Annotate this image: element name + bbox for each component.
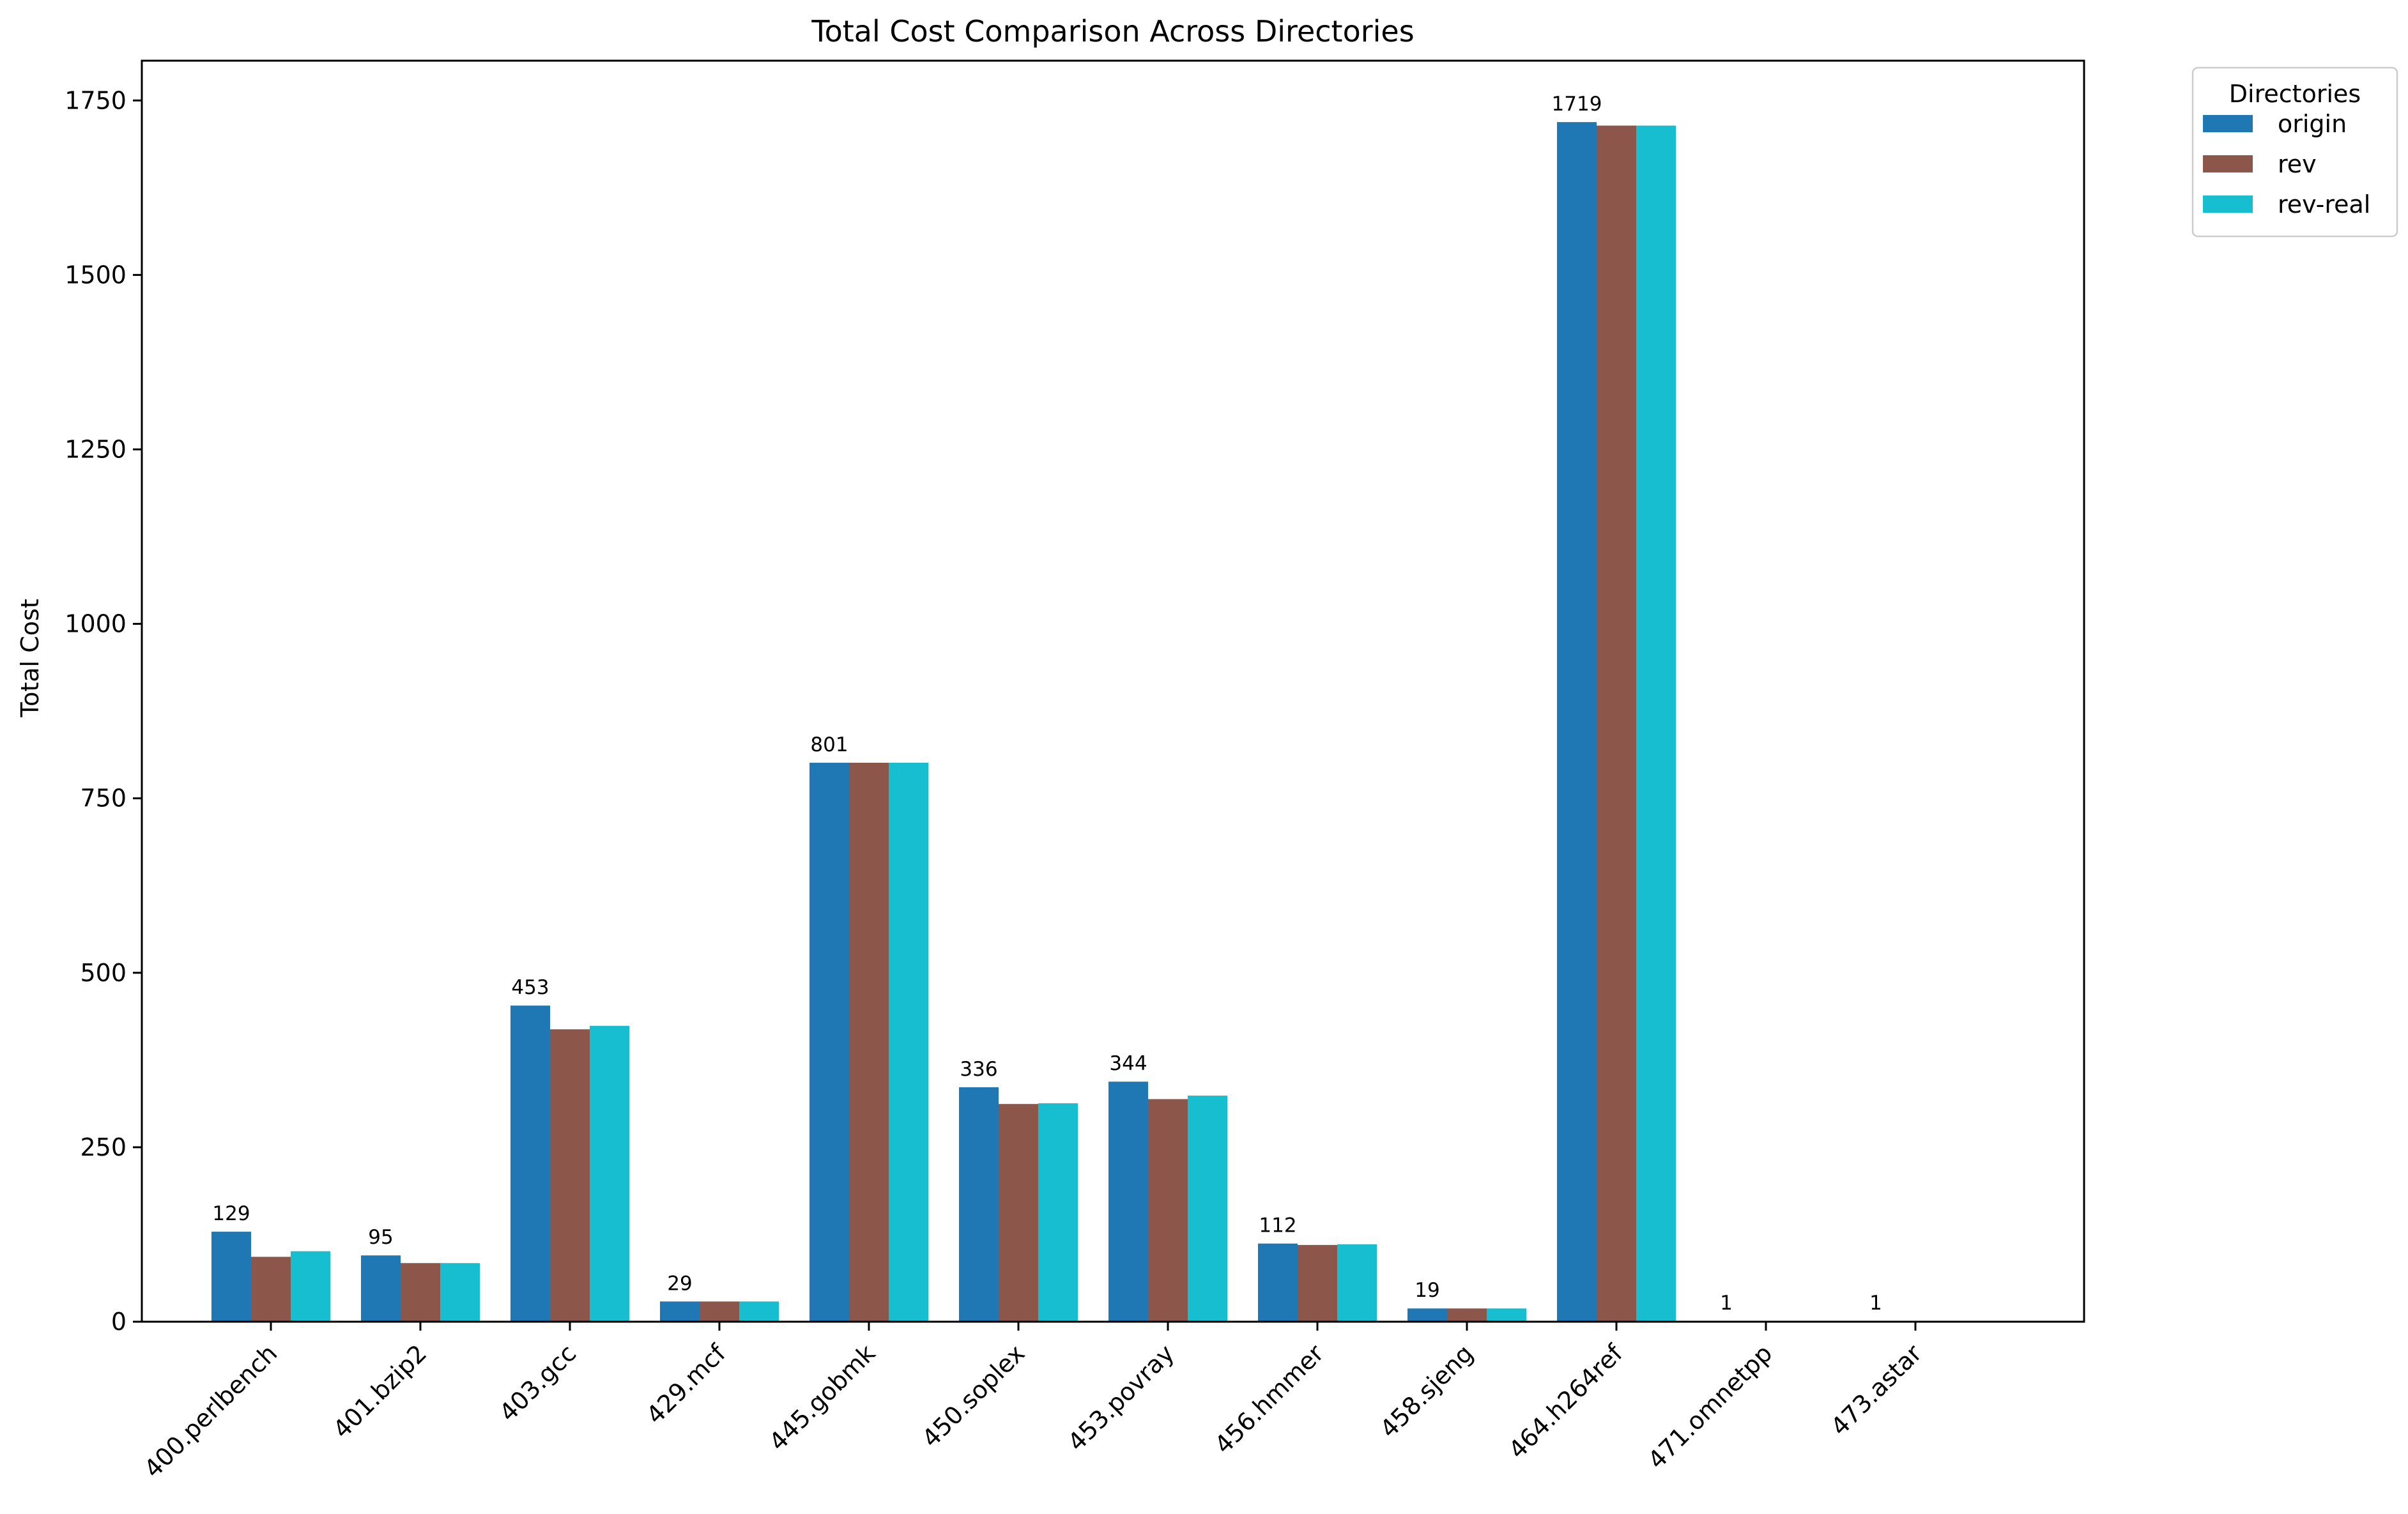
y-tick-label: 500	[80, 959, 127, 987]
x-tick-label: 473.astar	[1825, 1339, 1928, 1441]
bar-rev-real	[889, 762, 928, 1322]
legend-label-rev: rev	[2278, 150, 2317, 178]
x-tick-label: 445.gobmk	[763, 1339, 880, 1456]
legend-box	[2191, 66, 2398, 238]
bar-rev	[251, 1257, 291, 1322]
data-label: 453	[511, 976, 549, 999]
y-tick-label: 0	[111, 1308, 127, 1336]
bar-rev-real	[739, 1301, 779, 1322]
legend-label-origin: origin	[2278, 110, 2347, 138]
bar-rev	[700, 1301, 739, 1322]
data-label: 1	[1720, 1292, 1733, 1315]
data-label: 1719	[1552, 93, 1602, 116]
y-axis-ticks: 0 250 500 750 1000 1250 1500 1750	[65, 86, 142, 1336]
bar-rev-real	[1188, 1096, 1227, 1322]
plot-frame	[141, 59, 2085, 1323]
x-tick-label: 471.omnetpp	[1643, 1339, 1778, 1474]
y-tick-label: 1500	[65, 261, 127, 289]
data-label: 112	[1259, 1214, 1296, 1237]
data-labels: 129 95 453 29 801 336 344 112 19 1719 1 1	[212, 93, 1882, 1315]
bar-origin	[1108, 1082, 1148, 1322]
y-tick-label: 250	[80, 1133, 127, 1161]
legend: Directories origin rev rev-real	[2191, 66, 2398, 238]
data-label: 1	[1869, 1292, 1882, 1315]
bar-rev-real	[590, 1025, 629, 1322]
data-label: 29	[667, 1272, 692, 1295]
bar-rev	[1597, 125, 1636, 1322]
bar-rev	[999, 1104, 1038, 1322]
bar-rev-real	[291, 1251, 330, 1322]
legend-swatch-origin	[2203, 115, 2253, 132]
y-tick-label: 1750	[65, 86, 127, 114]
x-tick-label: 453.povray	[1062, 1339, 1180, 1457]
bar-rev	[550, 1029, 590, 1322]
bar-rev	[1148, 1099, 1188, 1322]
x-tick-label: 464.h264ref	[1503, 1338, 1629, 1464]
chart-title: Total Cost Comparison Across Directories	[811, 14, 1414, 49]
y-tick-label: 750	[80, 784, 127, 813]
bar-rev-real	[1337, 1244, 1377, 1322]
x-tick-label: 401.bzip2	[328, 1339, 433, 1444]
data-label: 19	[1415, 1279, 1439, 1302]
bar-origin	[959, 1087, 999, 1322]
data-label: 336	[960, 1058, 997, 1081]
bar-origin	[361, 1255, 401, 1322]
y-axis-label: Total Cost	[16, 599, 44, 717]
data-label: 344	[1109, 1052, 1147, 1075]
legend-label-rev-real: rev-real	[2278, 190, 2370, 218]
x-tick-label: 458.sjeng	[1374, 1339, 1478, 1443]
bar-rev-real	[1038, 1103, 1078, 1322]
bar-origin	[1557, 122, 1597, 1322]
bar-origin	[1258, 1243, 1298, 1322]
bar-origin	[660, 1301, 700, 1322]
bar-origin	[1407, 1308, 1447, 1322]
bar-rev-real	[1487, 1308, 1526, 1322]
bar-rev	[1298, 1244, 1337, 1322]
bar-rev	[401, 1263, 440, 1322]
x-axis-ticks: 400.perlbench 401.bzip2 403.gcc 429.mcf 445.…	[139, 1322, 1928, 1483]
bar-origin	[510, 1006, 550, 1322]
x-tick-label: 450.soplex	[916, 1339, 1030, 1453]
data-label: 129	[212, 1202, 250, 1225]
x-tick-label: 400.perlbench	[139, 1339, 282, 1483]
y-tick-label: 1250	[65, 435, 127, 463]
bar-rev	[849, 762, 889, 1322]
legend-swatch-rev	[2203, 155, 2253, 172]
bar-origin	[211, 1232, 251, 1322]
legend-title: Directories	[2229, 80, 2361, 108]
bar-rev-real	[440, 1263, 480, 1322]
bar-origin	[809, 762, 849, 1322]
legend-swatch-rev-real	[2203, 195, 2253, 213]
data-label: 801	[810, 733, 848, 756]
bars	[211, 122, 1975, 1322]
bar-rev	[1447, 1308, 1487, 1322]
y-tick-label: 1000	[65, 610, 127, 638]
bar-rev-real	[1636, 125, 1676, 1322]
data-label: 95	[368, 1226, 393, 1249]
x-tick-label: 403.gcc	[494, 1339, 582, 1427]
x-tick-label: 456.hmmer	[1209, 1339, 1329, 1459]
x-tick-label: 429.mcf	[641, 1338, 732, 1429]
